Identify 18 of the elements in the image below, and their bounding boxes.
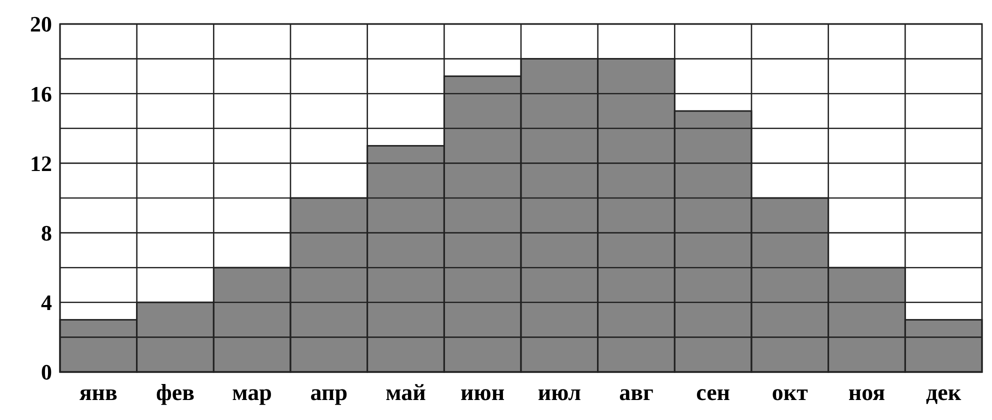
x-tick-label: янв bbox=[79, 380, 118, 405]
x-tick-label: фев bbox=[156, 380, 195, 405]
y-tick-label: 16 bbox=[30, 81, 52, 106]
x-tick-label: окт bbox=[772, 380, 809, 405]
x-tick-label: ноя bbox=[848, 380, 886, 405]
x-tick-label: сен bbox=[696, 380, 730, 405]
x-tick-label: апр bbox=[310, 380, 348, 405]
y-tick-label: 20 bbox=[30, 12, 52, 37]
y-tick-label: 0 bbox=[41, 360, 52, 385]
x-tick-label: июн bbox=[460, 380, 505, 405]
x-tick-label: мар bbox=[232, 380, 272, 405]
y-tick-label: 8 bbox=[41, 220, 52, 246]
x-tick-label: дек bbox=[926, 380, 962, 405]
y-tick-label: 12 bbox=[30, 150, 52, 176]
y-tick-label: 4 bbox=[41, 290, 52, 316]
x-tick-label: май bbox=[386, 380, 426, 405]
x-tick-label: июл bbox=[538, 380, 582, 405]
x-tick-label: авг bbox=[619, 380, 654, 405]
